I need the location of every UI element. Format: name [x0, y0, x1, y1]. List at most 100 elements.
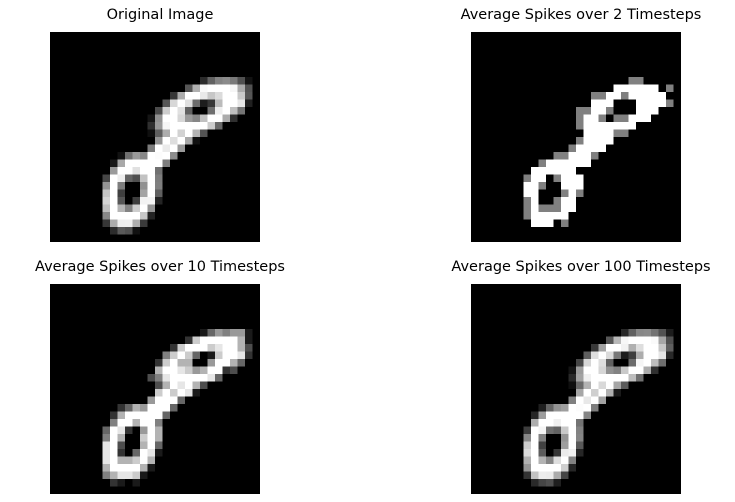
- pixel: [591, 114, 599, 122]
- pixel: [591, 381, 599, 389]
- pixel: [621, 374, 629, 382]
- pixel: [162, 107, 170, 115]
- pixel: [230, 99, 238, 107]
- pixel: [237, 107, 245, 115]
- pixel: [613, 129, 621, 137]
- pixel: [546, 212, 554, 220]
- pixel: [125, 227, 133, 235]
- pixel: [117, 167, 125, 175]
- pixel: [561, 219, 569, 227]
- pixel: [636, 329, 644, 337]
- pixel: [546, 426, 554, 434]
- pixel: [538, 212, 546, 220]
- pixel: [606, 336, 614, 344]
- pixel: [538, 464, 546, 472]
- pixel: [117, 434, 125, 442]
- pixel: [568, 434, 576, 442]
- pixel: [245, 351, 253, 359]
- pixel: [553, 159, 561, 167]
- pixel: [215, 374, 223, 382]
- pixel: [110, 471, 118, 479]
- pixel: [583, 152, 591, 160]
- pixel: [621, 84, 629, 92]
- pixel: [628, 329, 636, 337]
- pixel: [207, 84, 215, 92]
- pixel: [185, 359, 193, 367]
- pixel: [561, 426, 569, 434]
- pixel: [117, 219, 125, 227]
- panel-100-timesteps: Average Spikes over 100 Timesteps: [431, 256, 731, 496]
- pixel: [222, 114, 230, 122]
- pixel: [170, 359, 178, 367]
- pixel: [598, 129, 606, 137]
- pixel: [177, 344, 185, 352]
- pixel: [200, 336, 208, 344]
- pixel: [177, 389, 185, 397]
- pixel: [606, 389, 614, 397]
- pixel: [568, 381, 576, 389]
- pixel: [125, 426, 133, 434]
- pixel: [553, 471, 561, 479]
- pixel: [591, 99, 599, 107]
- pixel: [110, 182, 118, 190]
- pixel: [576, 404, 584, 412]
- pixel: [613, 366, 621, 374]
- pixel: [245, 84, 253, 92]
- pixel: [651, 107, 659, 115]
- pixel: [531, 426, 539, 434]
- pixel: [192, 122, 200, 130]
- pixel: [155, 396, 163, 404]
- pixel: [132, 197, 140, 205]
- pixel: [215, 114, 223, 122]
- pixel: [147, 174, 155, 182]
- pixel: [147, 204, 155, 212]
- pixel: [140, 471, 148, 479]
- pixel: [192, 114, 200, 122]
- pixel: [132, 449, 140, 457]
- pixel: [553, 456, 561, 464]
- pixel: [140, 174, 148, 182]
- pixel: [561, 204, 569, 212]
- pixel: [132, 159, 140, 167]
- pixel: [230, 351, 238, 359]
- pixel: [568, 197, 576, 205]
- pixel: [613, 84, 621, 92]
- pixel: [598, 366, 606, 374]
- pixel: [117, 212, 125, 220]
- pixel: [102, 426, 110, 434]
- pixel: [621, 122, 629, 130]
- pixel: [125, 419, 133, 427]
- pixel: [215, 107, 223, 115]
- pixel: [192, 381, 200, 389]
- pixel: [200, 344, 208, 352]
- pixel: [546, 204, 554, 212]
- pixel: [170, 396, 178, 404]
- pixel: [591, 344, 599, 352]
- pixel: [561, 456, 569, 464]
- pixel: [177, 122, 185, 130]
- pixel: [207, 359, 215, 367]
- pixel: [155, 107, 163, 115]
- pixel: [576, 137, 584, 145]
- pixel: [538, 404, 546, 412]
- pixel: [117, 189, 125, 197]
- pixel: [177, 137, 185, 145]
- pixel: [140, 204, 148, 212]
- pixel: [155, 366, 163, 374]
- pixel: [237, 351, 245, 359]
- pixel: [147, 411, 155, 419]
- pixel: [132, 227, 140, 235]
- pixel: [606, 99, 614, 107]
- panel-2-timesteps: Average Spikes over 2 Timesteps: [431, 4, 731, 244]
- pixel: [162, 144, 170, 152]
- pixel: [117, 174, 125, 182]
- pixel: [576, 189, 584, 197]
- pixel: [606, 107, 614, 115]
- pixel: [222, 359, 230, 367]
- pixel: [222, 336, 230, 344]
- pixel: [177, 374, 185, 382]
- pixel: [546, 404, 554, 412]
- pixel: [531, 212, 539, 220]
- pixel: [147, 434, 155, 442]
- pixel: [230, 336, 238, 344]
